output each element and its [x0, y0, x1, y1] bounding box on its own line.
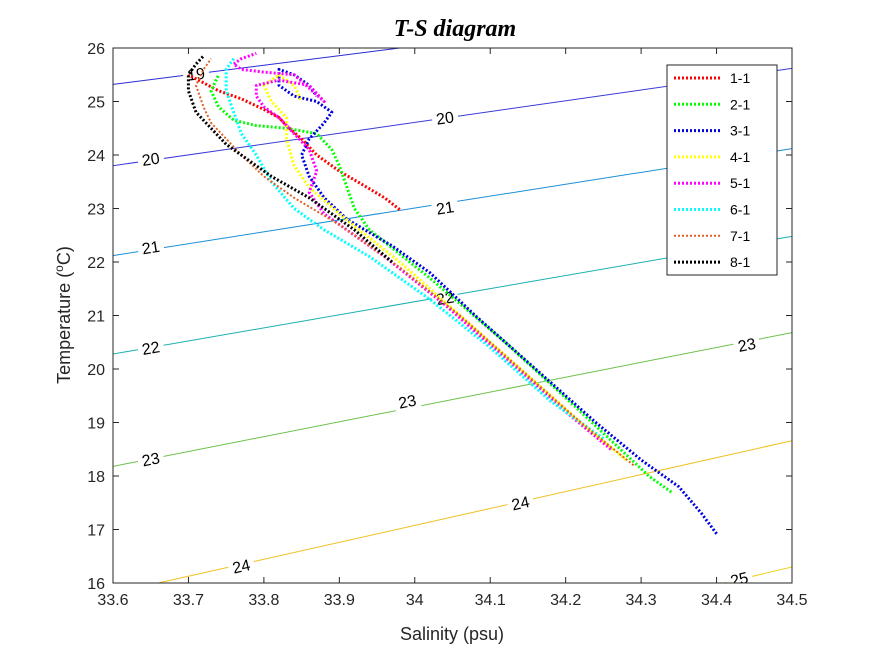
contour-label-bg [505, 490, 536, 516]
x-tick-label: 33.8 [248, 592, 279, 609]
legend-label: 5-1 [730, 175, 750, 191]
contour-label-21: 21 [435, 199, 455, 219]
contour-label-bg [732, 332, 762, 357]
legend: 1-1 2-1 3-1 4-1 5-1 6-1 7-1 8-1 [666, 64, 778, 276]
legend-item-7-1: 7-1 [674, 228, 750, 244]
legend-item-8-1: 8-1 [674, 254, 750, 270]
y-axis-label: Temperature (oC) [52, 246, 74, 384]
contour-label-23: 23 [141, 450, 162, 470]
y-tick-label: 18 [87, 469, 105, 486]
contour-label-bg [136, 335, 166, 360]
y-tick-label: 20 [87, 362, 105, 379]
x-axis-label: Salinity (psu) [400, 624, 504, 644]
contour-24: 24 24 [158, 440, 792, 583]
data-series [186, 51, 718, 535]
contour-label-bg [226, 553, 257, 579]
x-tick-label: 34.2 [550, 592, 581, 609]
legend-items: 1-1 2-1 3-1 4-1 5-1 6-1 7-1 8-1 [674, 70, 750, 270]
legend-label: 2-1 [730, 96, 750, 112]
x-axis-ticks: 33.6 33.7 33.8 33.9 34 34.1 34.2 34.3 34.4 34.5 [97, 48, 808, 609]
contour-label-bg [430, 105, 460, 130]
legend-label: 6-1 [730, 202, 750, 218]
contour-label-23: 23 [397, 392, 418, 412]
contour-label-24: 24 [510, 494, 531, 515]
contour-label-24: 24 [231, 557, 252, 578]
legend-item-6-1: 6-1 [674, 202, 750, 218]
chart-title: T-S diagram [394, 16, 516, 42]
contour-label-23: 23 [737, 336, 758, 356]
contour-line-23 [113, 332, 792, 467]
legend-item-4-1: 4-1 [674, 149, 750, 165]
contour-label-20: 20 [141, 151, 161, 170]
x-tick-label: 34 [406, 592, 424, 609]
x-tick-label: 33.6 [97, 592, 128, 609]
y-tick-label: 26 [87, 41, 105, 58]
contour-label-21: 21 [141, 239, 161, 259]
contour-25: 25 [723, 565, 792, 591]
legend-item-5-1: 5-1 [674, 175, 750, 191]
y-tick-label: 17 [87, 523, 105, 540]
contour-label-bg [136, 147, 166, 171]
contour-label-22: 22 [141, 339, 162, 359]
x-tick-label: 34.3 [626, 592, 657, 609]
contour-label-20: 20 [435, 109, 455, 128]
legend-label: 3-1 [730, 123, 750, 139]
x-tick-label: 34.5 [776, 592, 807, 609]
y-tick-label: 22 [87, 255, 105, 272]
contour-label-bg [430, 195, 460, 220]
contour-label-bg [392, 388, 422, 414]
legend-label: 7-1 [730, 228, 750, 244]
contour-label-25: 25 [729, 570, 750, 591]
y-axis-label-end: C) [54, 246, 74, 265]
legend-label: 8-1 [730, 254, 750, 270]
legend-label: 1-1 [730, 70, 750, 86]
series-line-8-1 [186, 54, 394, 264]
y-tick-label: 25 [87, 95, 105, 112]
series-line-5-1 [232, 51, 612, 451]
y-axis-ticks: 16 17 18 19 20 21 22 23 24 25 26 [87, 41, 792, 593]
y-axis-label-main: Temperature ( [54, 272, 74, 384]
legend-item-2-1: 2-1 [674, 96, 750, 112]
contour-23: 23 23 23 [113, 332, 792, 472]
legend-box [666, 64, 778, 276]
y-tick-label: 21 [87, 309, 105, 326]
contour-label-bg [136, 235, 166, 259]
x-tick-label: 33.7 [173, 592, 204, 609]
x-tick-label: 34.4 [701, 592, 732, 609]
contour-label-bg [136, 446, 166, 472]
series-line-3-1 [277, 67, 718, 535]
y-tick-label: 23 [87, 202, 105, 219]
series-line-4-1 [262, 73, 627, 462]
contour-line-19 [113, 48, 400, 85]
y-axis-label-superscript: o [52, 265, 66, 272]
legend-item-3-1: 3-1 [674, 123, 750, 139]
y-tick-label: 16 [87, 576, 105, 593]
x-tick-label: 34.1 [475, 592, 506, 609]
y-tick-label: 24 [87, 148, 105, 165]
contour-label-19: 19 [186, 66, 206, 85]
y-tick-label: 19 [87, 416, 105, 433]
legend-item-1-1: 1-1 [674, 70, 750, 86]
legend-label: 4-1 [730, 149, 750, 165]
series-line-1-1 [187, 73, 401, 211]
x-tick-label: 33.9 [324, 592, 355, 609]
contour-label-bg [724, 565, 755, 583]
contour-line-24 [158, 440, 792, 583]
